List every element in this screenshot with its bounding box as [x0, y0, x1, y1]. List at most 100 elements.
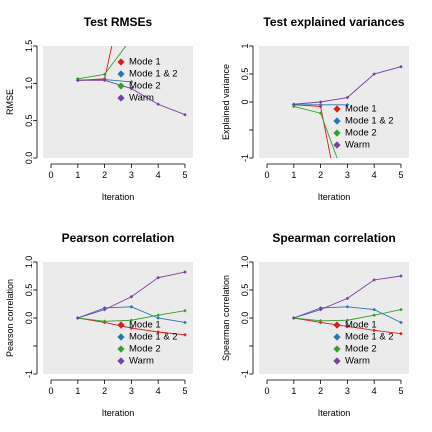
data-point-warm: [102, 78, 107, 83]
legend-marker-mode-1-and-2: [117, 70, 125, 78]
x-tick-label: 2: [318, 386, 323, 396]
legend-label-mode-1: Mode 1: [129, 320, 161, 331]
legend-marker-mode-2: [117, 345, 125, 353]
data-point-mode-1-and-2: [156, 316, 160, 320]
x-tick-label: 0: [49, 386, 54, 396]
plot-background: [259, 46, 409, 158]
legend-marker-warm: [333, 141, 341, 149]
plot-background: [43, 262, 193, 374]
x-axis-label: Iteration: [318, 408, 351, 418]
data-point-mode-2: [102, 319, 107, 324]
x-tick-label: 5: [398, 170, 403, 180]
y-axis-label: Pearson correlation: [5, 279, 15, 357]
data-point-warm: [292, 102, 296, 107]
y-tick-label: 0.0: [240, 312, 250, 325]
legend-label-mode-2: Mode 2: [129, 81, 161, 92]
data-point-mode-1: [399, 331, 403, 336]
x-tick-label: 3: [129, 170, 134, 180]
x-tick-label: 1: [75, 386, 80, 396]
chart-panel-spearman-correlation: Spearman correlation 0 1 2 3 4 5 Iteration -1 0.0…: [221, 231, 409, 418]
y-tick-label: 0.5: [24, 114, 34, 127]
chart-title: Spearman correlation: [272, 231, 395, 245]
x-tick-label: 5: [182, 386, 187, 396]
x-tick-label: 1: [291, 170, 296, 180]
legend-marker-warm: [333, 357, 341, 365]
legend-label-mode-1: Mode 1: [345, 104, 377, 115]
legend-marker-mode-1: [117, 58, 125, 66]
legend-label-mode-1-and-2: Mode 1 & 2: [129, 332, 178, 343]
data-point-mode-1: [372, 328, 376, 333]
data-point-warm: [372, 278, 376, 282]
data-point-mode-1-and-2: [345, 103, 350, 107]
data-point-warm: [156, 275, 160, 280]
data-point-warm: [76, 78, 80, 83]
chart-title: Test RMSEs: [84, 15, 153, 29]
data-point-warm: [76, 316, 80, 320]
data-point-mode-1-and-2: [318, 103, 323, 107]
y-axis-label: RMSE: [5, 89, 15, 115]
legend-marker-warm: [117, 357, 125, 365]
plot-area: [76, 37, 187, 117]
data-point-mode-2: [372, 313, 376, 317]
x-tick-label: 3: [345, 386, 350, 396]
y-tick-label: 1.5: [24, 40, 34, 53]
chart-panel-test-rmses: Test RMSEs 0 1 2 3 4 5 Iteration 0.0 0.5 1.0 1.5 RMS…: [5, 15, 193, 202]
legend-marker-mode-1-and-2: [333, 333, 341, 341]
legend-label-warm: Warm: [129, 93, 154, 104]
legend-label-mode-2: Mode 2: [345, 344, 377, 355]
plot-background: [43, 46, 193, 158]
x-tick-label: 1: [75, 170, 80, 180]
y-tick-label: 1.0: [240, 256, 250, 269]
plot-area: [292, 64, 403, 188]
data-point-mode-2: [399, 307, 403, 312]
data-point-warm: [156, 102, 160, 107]
legend-label-mode-2: Mode 2: [129, 344, 161, 355]
data-point-mode-1-and-2: [372, 307, 376, 312]
data-point-mode-1-and-2: [345, 305, 350, 309]
legend-marker-mode-1-and-2: [333, 117, 341, 125]
data-point-warm: [399, 274, 403, 278]
x-tick-label: 4: [372, 170, 377, 180]
data-point-warm: [318, 100, 323, 104]
data-point-mode-1: [156, 330, 160, 334]
plot-area: [76, 270, 187, 337]
legend-label-warm: Warm: [345, 356, 370, 367]
data-point-warm: [399, 64, 403, 69]
x-tick-label: 0: [265, 386, 270, 396]
data-point-mode-1: [129, 326, 134, 330]
plot-background: [259, 262, 409, 374]
legend-label-warm: Warm: [129, 356, 154, 367]
data-point-warm: [183, 270, 187, 274]
data-point-mode-2: [130, 37, 134, 41]
x-tick-label: 4: [156, 170, 161, 180]
data-point-mode-2: [346, 184, 350, 188]
legend-marker-mode-1: [333, 321, 341, 329]
data-point-warm: [318, 307, 323, 312]
y-tick-label: 0.0: [24, 312, 34, 325]
data-point-mode-2: [183, 308, 187, 313]
data-point-warm: [129, 294, 134, 299]
data-point-mode-2: [102, 72, 107, 77]
data-point-mode-1: [183, 333, 187, 337]
y-tick-label: 0.0: [24, 152, 34, 165]
data-point-warm: [129, 86, 134, 91]
x-tick-label: 4: [372, 386, 377, 396]
legend-label-mode-1-and-2: Mode 1 & 2: [345, 116, 394, 127]
plot-area: [292, 274, 403, 336]
data-point-warm: [102, 307, 107, 312]
data-point-warm: [372, 72, 376, 76]
legend-marker-mode-2: [333, 129, 341, 137]
legend-label-mode-2: Mode 2: [345, 128, 377, 139]
data-point-mode-2: [345, 318, 350, 323]
x-tick-label: 2: [102, 170, 107, 180]
x-tick-label: 1: [291, 386, 296, 396]
y-tick-label: 0.5: [240, 284, 250, 297]
legend-marker-warm: [117, 94, 125, 102]
x-tick-label: 0: [49, 170, 54, 180]
y-axis-label: Explained variance: [221, 64, 231, 140]
x-tick-label: 2: [318, 170, 323, 180]
data-point-mode-2: [318, 111, 323, 115]
chart-title: Test explained variances: [263, 15, 405, 29]
